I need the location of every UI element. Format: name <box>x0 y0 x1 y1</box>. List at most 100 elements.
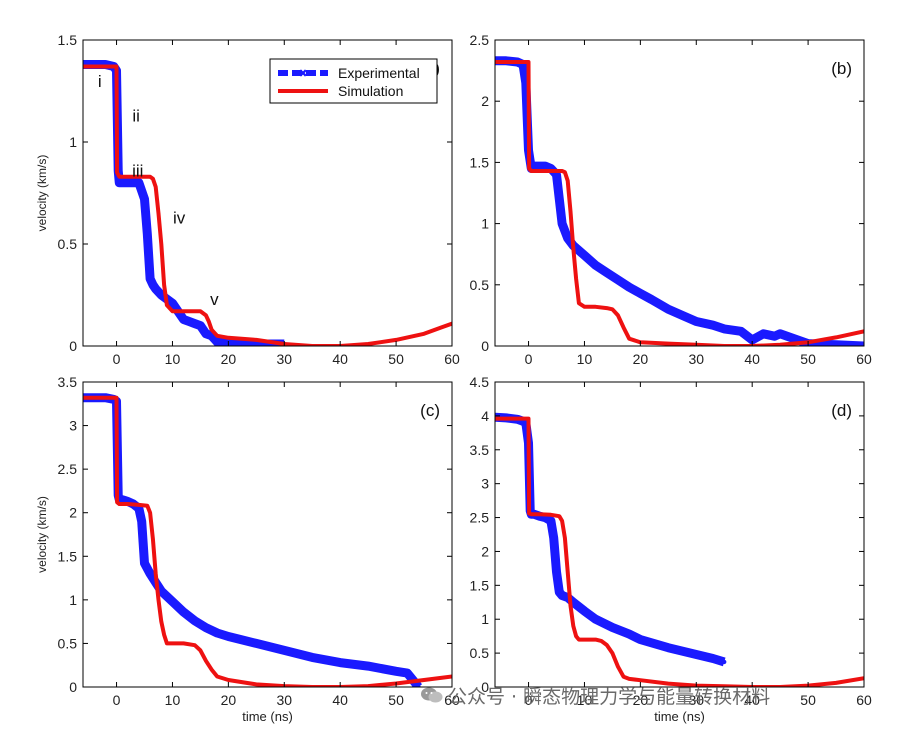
y-axis-label: velocity (km/s) <box>35 155 49 232</box>
experimental-point <box>192 618 197 623</box>
experimental-point <box>627 631 632 637</box>
y-tick-label: 4 <box>481 408 489 424</box>
experimental-point <box>772 334 777 339</box>
legend-box <box>269 58 438 104</box>
experimental-point <box>181 609 186 615</box>
y-tick-label: 1 <box>481 216 489 232</box>
series-experimental <box>83 393 423 687</box>
y-tick-label: 0 <box>69 338 77 354</box>
experimental-point <box>237 341 242 346</box>
y-tick-label: 2.5 <box>470 32 490 48</box>
x-tick-label: 30 <box>688 351 704 367</box>
experimental-point <box>282 648 287 653</box>
experimental-point <box>554 569 559 574</box>
experimental-point <box>761 331 766 336</box>
panel-c: 0 10 20 30 40 50 60 0 0.5 1 1.5 2 2.5 3 3.5 (c) velocity… <box>35 374 460 724</box>
legend-label-simulation: Simulation <box>338 83 403 99</box>
y-tick-label: 1.5 <box>58 548 78 564</box>
series-simulation <box>83 395 452 687</box>
experimental-point <box>416 684 421 687</box>
experimental-point <box>192 321 197 326</box>
experimental-point <box>147 276 153 281</box>
experimental-point <box>310 655 315 660</box>
annotation-ii: ii <box>132 107 140 126</box>
experimental-point <box>593 263 598 268</box>
experimental-point <box>170 301 175 306</box>
panel-label: (b) <box>831 59 852 78</box>
experimental-point <box>187 319 192 324</box>
panel-b: 0 10 20 30 40 50 60 0 0.5 1 1.5 2 2.5 (b) <box>470 32 872 367</box>
experimental-point <box>722 326 727 332</box>
x-tick-label: 50 <box>388 692 404 708</box>
annotation-v: v <box>210 290 219 309</box>
plot-area <box>83 60 452 346</box>
annotation-iii: iii <box>132 162 143 181</box>
experimental-point <box>215 339 220 345</box>
axes-box <box>82 381 453 688</box>
experimental-point <box>666 645 671 650</box>
plot-area <box>495 412 864 687</box>
legend: ✖ Experimental Simulation <box>269 58 438 104</box>
x-tick-label: 20 <box>633 351 649 367</box>
experimental-point <box>557 196 562 202</box>
experimental-point <box>559 593 565 598</box>
experimental-point <box>576 248 582 253</box>
series-simulation <box>83 64 452 346</box>
experimental-point <box>777 331 783 336</box>
experimental-point <box>147 571 153 576</box>
experimental-point <box>638 637 643 642</box>
legend-marker-icon: ✖ <box>298 68 307 80</box>
experimental-point <box>531 163 537 169</box>
experimental-point <box>145 231 150 236</box>
x-tick-label: 60 <box>856 351 872 367</box>
experimental-point <box>557 589 562 595</box>
experimental-point <box>738 329 744 334</box>
series-experimental <box>495 56 864 346</box>
x-tick-label: 0 <box>525 351 533 367</box>
x-tick-label: 40 <box>332 351 348 367</box>
annotation-iv: iv <box>173 209 186 228</box>
experimental-point <box>750 337 755 343</box>
x-tick-label: 60 <box>856 692 872 708</box>
y-tick-label: 0 <box>481 338 489 354</box>
experimental-point <box>627 285 632 290</box>
x-tick-label: 0 <box>525 692 533 708</box>
experimental-point <box>215 630 220 636</box>
experimental-point <box>593 617 598 622</box>
experimental-point <box>543 163 548 169</box>
experimental-point <box>694 652 699 657</box>
x-tick-label: 0 <box>113 351 121 367</box>
y-tick-label: 1 <box>69 134 77 150</box>
legend-label-experimental: Experimental <box>338 65 420 81</box>
experimental-point <box>666 307 671 312</box>
y-tick-label: 0.5 <box>470 277 490 293</box>
y-tick-label: 0 <box>481 679 489 695</box>
x-tick-label: 10 <box>165 351 181 367</box>
experimental-point <box>582 253 587 258</box>
x-tick-label: 30 <box>688 692 704 708</box>
experimental-point <box>537 163 542 169</box>
series-simulation <box>495 416 864 687</box>
plot-area <box>495 56 864 346</box>
experimental-point <box>710 323 716 328</box>
x-tick-label: 30 <box>276 351 292 367</box>
experimental-point <box>638 291 643 296</box>
y-tick-label: 2.5 <box>470 510 490 526</box>
panel-label: (d) <box>831 401 852 420</box>
experimental-point <box>365 663 371 669</box>
experimental-point <box>136 180 142 185</box>
experimental-point <box>142 196 147 202</box>
experimental-point <box>209 333 214 338</box>
x-tick-label: 30 <box>276 692 292 708</box>
y-tick-label: 2.5 <box>58 461 78 477</box>
experimental-point <box>682 314 688 319</box>
experimental-point <box>203 331 209 336</box>
x-tick-label: 40 <box>744 351 760 367</box>
y-tick-label: 1.5 <box>58 32 78 48</box>
experimental-point <box>170 599 175 604</box>
experimental-point <box>136 506 142 511</box>
experimental-point <box>119 180 125 185</box>
experimental-point <box>833 342 839 346</box>
